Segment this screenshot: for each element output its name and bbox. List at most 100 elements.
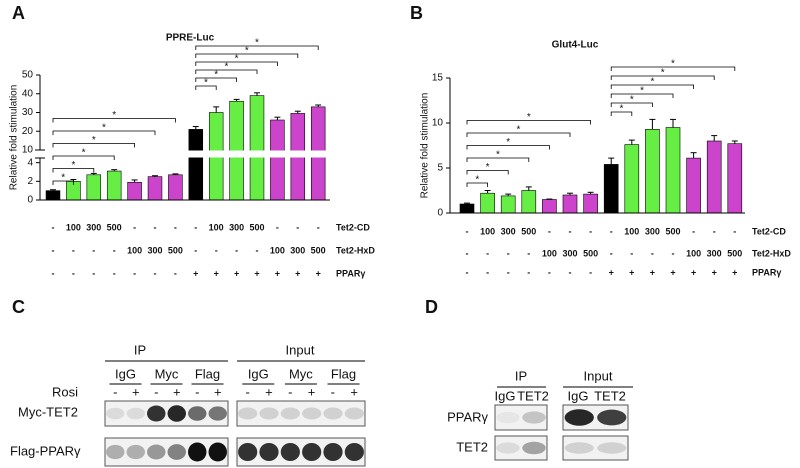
band bbox=[259, 407, 279, 420]
bar bbox=[147, 176, 163, 201]
treatment-state: - bbox=[154, 384, 158, 399]
condition-cell: - bbox=[92, 268, 95, 278]
treatment-label: Rosi bbox=[52, 384, 78, 399]
ip-header: IP bbox=[515, 368, 527, 383]
condition-cell: - bbox=[235, 245, 238, 255]
condition-cell: 100 bbox=[209, 222, 224, 232]
condition-cell: 300 bbox=[645, 226, 660, 236]
input-header: Input bbox=[286, 342, 315, 357]
bar bbox=[45, 190, 61, 201]
condition-cell: + bbox=[732, 267, 737, 277]
bar bbox=[86, 174, 102, 201]
bar bbox=[583, 193, 598, 214]
significance-label: * bbox=[204, 78, 208, 89]
significance-bracket bbox=[195, 53, 299, 58]
significance-label: * bbox=[235, 54, 239, 65]
treatment-state: - bbox=[331, 384, 335, 399]
condition-cell: - bbox=[215, 245, 218, 255]
bar bbox=[562, 194, 578, 214]
bar bbox=[603, 164, 619, 214]
condition-cell: - bbox=[569, 226, 572, 236]
condition-cell: - bbox=[713, 226, 716, 236]
blot-box bbox=[104, 437, 229, 467]
condition-cell: - bbox=[610, 226, 613, 236]
condition-cell: - bbox=[52, 245, 55, 255]
condition-cell: 300 bbox=[147, 245, 162, 255]
significance-label: * bbox=[71, 160, 75, 171]
band bbox=[238, 407, 258, 420]
bar bbox=[624, 144, 640, 214]
condition-cell: 100 bbox=[66, 222, 81, 232]
significance-bracket bbox=[195, 61, 278, 66]
condition-cell: 100 bbox=[686, 248, 701, 258]
bar bbox=[706, 140, 722, 214]
y-tick-label: 50 bbox=[22, 70, 34, 81]
chart-title: Glut4-Luc bbox=[552, 40, 599, 51]
bar bbox=[480, 192, 495, 214]
condition-cell: + bbox=[316, 268, 321, 278]
condition-cell: 300 bbox=[707, 248, 722, 258]
band bbox=[564, 442, 594, 454]
significance-label: * bbox=[630, 95, 634, 106]
condition-cell: - bbox=[154, 268, 157, 278]
condition-cell: - bbox=[174, 222, 177, 232]
bar bbox=[168, 174, 183, 201]
significance-label: * bbox=[214, 70, 218, 81]
y-tick-label: 10 bbox=[22, 145, 34, 156]
condition-cell: - bbox=[486, 267, 489, 277]
band bbox=[167, 444, 186, 460]
antibody-label: IgG bbox=[248, 366, 269, 381]
band bbox=[564, 409, 594, 426]
antibody-label: IgG bbox=[115, 366, 136, 381]
condition-cell: 500 bbox=[521, 226, 536, 236]
treatment-state: - bbox=[245, 384, 249, 399]
antibody-label: TET2 bbox=[594, 388, 626, 403]
row-label: TET2 bbox=[456, 439, 488, 454]
condition-cell: 100 bbox=[270, 245, 285, 255]
panel-label: C bbox=[12, 297, 25, 317]
condition-cell: - bbox=[569, 267, 572, 277]
condition-cell: - bbox=[651, 248, 654, 258]
antibody-label: IgG bbox=[568, 388, 589, 403]
significance-label: * bbox=[112, 110, 116, 121]
significance-bracket bbox=[610, 93, 674, 98]
condition-cell: - bbox=[507, 248, 510, 258]
condition-cell: 500 bbox=[665, 226, 680, 236]
antibody-label: Myc bbox=[289, 366, 313, 381]
condition-cell: - bbox=[486, 248, 489, 258]
significance-label: * bbox=[527, 112, 531, 123]
significance-bracket bbox=[195, 77, 237, 82]
condition-cell: - bbox=[630, 248, 633, 258]
condition-cell: 300 bbox=[229, 222, 244, 232]
y-tick-label: 10 bbox=[432, 118, 444, 129]
treatment-state: - bbox=[195, 384, 199, 399]
significance-label: * bbox=[224, 62, 228, 73]
panel-label: D bbox=[425, 297, 438, 317]
condition-cell: + bbox=[650, 267, 655, 277]
significance-bracket bbox=[52, 168, 95, 173]
condition-cell: - bbox=[672, 248, 675, 258]
band bbox=[208, 406, 227, 421]
condition-cell: - bbox=[133, 268, 136, 278]
antibody-label: IgG bbox=[495, 388, 516, 403]
significance-label: * bbox=[650, 77, 654, 88]
significance-bracket bbox=[466, 182, 488, 187]
y-tick-label: 20 bbox=[22, 126, 34, 137]
treatment-state: + bbox=[308, 384, 316, 399]
condition-cell: - bbox=[317, 222, 320, 232]
y-tick-label: 2 bbox=[27, 176, 33, 187]
bar bbox=[249, 95, 265, 201]
bar bbox=[645, 129, 660, 214]
condition-cell: - bbox=[548, 267, 551, 277]
band bbox=[302, 442, 322, 462]
significance-bracket bbox=[52, 118, 176, 123]
condition-cell: - bbox=[527, 267, 530, 277]
treatment-state: + bbox=[350, 384, 358, 399]
blot-box bbox=[562, 435, 629, 461]
y-tick-label: 4 bbox=[27, 157, 33, 168]
treatment-state: + bbox=[132, 384, 140, 399]
condition-cell: - bbox=[154, 222, 157, 232]
band bbox=[323, 407, 343, 420]
blot-box bbox=[236, 400, 366, 427]
bar bbox=[106, 170, 122, 201]
